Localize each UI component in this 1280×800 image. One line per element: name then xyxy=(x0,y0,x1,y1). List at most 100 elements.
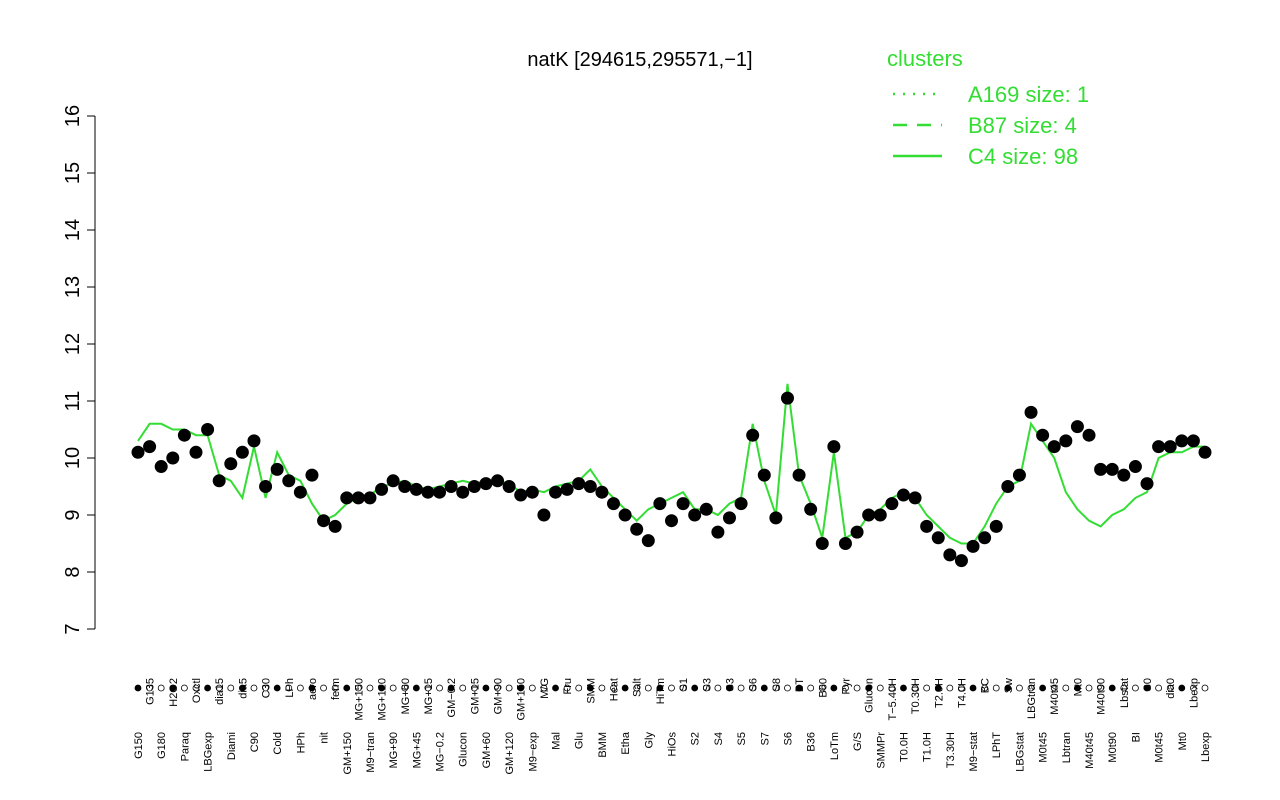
legend-title: clusters xyxy=(887,46,963,71)
data-point xyxy=(317,514,331,528)
category-marker xyxy=(1155,684,1163,692)
data-point xyxy=(665,514,678,528)
category-marker xyxy=(157,684,165,692)
data-point xyxy=(560,482,574,496)
category-marker xyxy=(227,684,235,692)
x-tick-label: S3 xyxy=(701,678,713,691)
x-tick-label: T3.30H xyxy=(945,732,957,768)
x-tick-label: dia0 xyxy=(1165,678,1177,699)
category-marker xyxy=(505,684,513,692)
x-tick-label: T−5.40H xyxy=(887,678,899,721)
data-point xyxy=(444,480,458,493)
category-marker xyxy=(807,684,815,692)
data-point xyxy=(375,482,389,496)
x-tick-label: HPh xyxy=(295,732,307,753)
x-tick-label: M0t45 xyxy=(1154,732,1166,763)
x-tick-label: MG+150 xyxy=(353,678,365,721)
category-marker xyxy=(842,684,849,692)
category-marker xyxy=(668,684,675,692)
x-tick-label: LoTm xyxy=(829,732,841,760)
data-point xyxy=(850,525,864,539)
category-marker xyxy=(146,684,153,692)
category-marker xyxy=(760,684,768,692)
data-point xyxy=(931,531,945,545)
data-point xyxy=(154,460,168,474)
x-tick-label: M/G xyxy=(539,678,551,699)
data-point xyxy=(224,457,238,471)
data-point xyxy=(954,554,968,568)
data-point xyxy=(143,440,157,454)
x-tick-label: BMM xyxy=(597,732,609,758)
category-marker xyxy=(204,684,211,692)
data-point xyxy=(1198,445,1212,459)
x-tick-label: LBGstat xyxy=(1014,732,1026,772)
category-marker xyxy=(784,684,791,692)
x-tick-label: Mt0 xyxy=(1072,678,1084,696)
data-point xyxy=(247,434,261,448)
category-marker xyxy=(1062,684,1070,692)
data-point xyxy=(363,491,377,505)
x-tick-label: LBGtran xyxy=(1026,678,1038,719)
data-point xyxy=(1047,440,1061,454)
data-point xyxy=(491,474,505,488)
data-point xyxy=(804,502,818,516)
x-tick-label: GM+60 xyxy=(481,732,493,768)
y-tick-label: 13 xyxy=(62,276,84,298)
data-point xyxy=(456,485,470,499)
data-point xyxy=(572,477,586,491)
category-marker xyxy=(737,684,745,692)
category-marker xyxy=(795,684,803,692)
x-tick-label: BC xyxy=(980,678,992,693)
category-marker xyxy=(691,684,699,692)
category-marker xyxy=(482,684,490,692)
category-marker xyxy=(946,684,954,692)
y-tick-label: 7 xyxy=(62,623,84,634)
category-marker xyxy=(563,684,571,692)
x-tick-label: BI xyxy=(1130,732,1142,742)
category-marker xyxy=(540,684,548,692)
x-tick-label: S2 xyxy=(690,732,702,745)
category-marker xyxy=(992,684,1000,692)
data-point xyxy=(757,468,771,482)
category-marker xyxy=(1132,684,1139,692)
x-tick-label: S8 xyxy=(771,678,783,691)
data-point xyxy=(1140,477,1154,491)
data-point xyxy=(688,508,702,522)
x-tick-label: Fru xyxy=(562,678,574,695)
x-tick-label: M40t90 xyxy=(1096,678,1108,715)
category-marker xyxy=(1120,684,1128,692)
data-point xyxy=(827,440,841,454)
category-marker xyxy=(517,684,525,692)
category-marker xyxy=(354,684,362,692)
x-tick-label: Pyr xyxy=(840,678,852,695)
data-point xyxy=(514,488,528,502)
data-point xyxy=(328,519,342,533)
data-point xyxy=(502,480,516,493)
x-tick-label: G/S xyxy=(852,732,864,751)
category-marker xyxy=(656,684,664,692)
data-point xyxy=(293,485,307,499)
data-point xyxy=(1094,462,1108,476)
category-marker xyxy=(424,684,432,692)
data-point xyxy=(989,519,1003,533)
x-tick-label: Heat xyxy=(609,678,621,701)
x-tick-label: S6 xyxy=(748,678,760,691)
x-tick-label: S3 xyxy=(724,678,736,691)
data-point xyxy=(838,537,852,550)
x-tick-label: B60 xyxy=(817,678,829,698)
category-marker xyxy=(1143,684,1151,692)
category-marker xyxy=(923,684,931,692)
x-tick-label: Diami xyxy=(226,732,238,760)
x-tick-label: Lbtran xyxy=(1061,732,1073,763)
data-point xyxy=(630,522,644,536)
x-tick-label: GM+150 xyxy=(516,678,528,721)
category-marker xyxy=(586,684,594,692)
category-marker xyxy=(366,684,374,692)
data-point xyxy=(1128,460,1142,474)
data-point xyxy=(166,451,180,465)
x-tick-label: S5 xyxy=(736,732,748,745)
category-marker xyxy=(180,684,188,692)
data-point xyxy=(201,423,215,436)
x-tick-label: S1 xyxy=(678,678,690,691)
y-tick-label: 9 xyxy=(62,509,84,520)
